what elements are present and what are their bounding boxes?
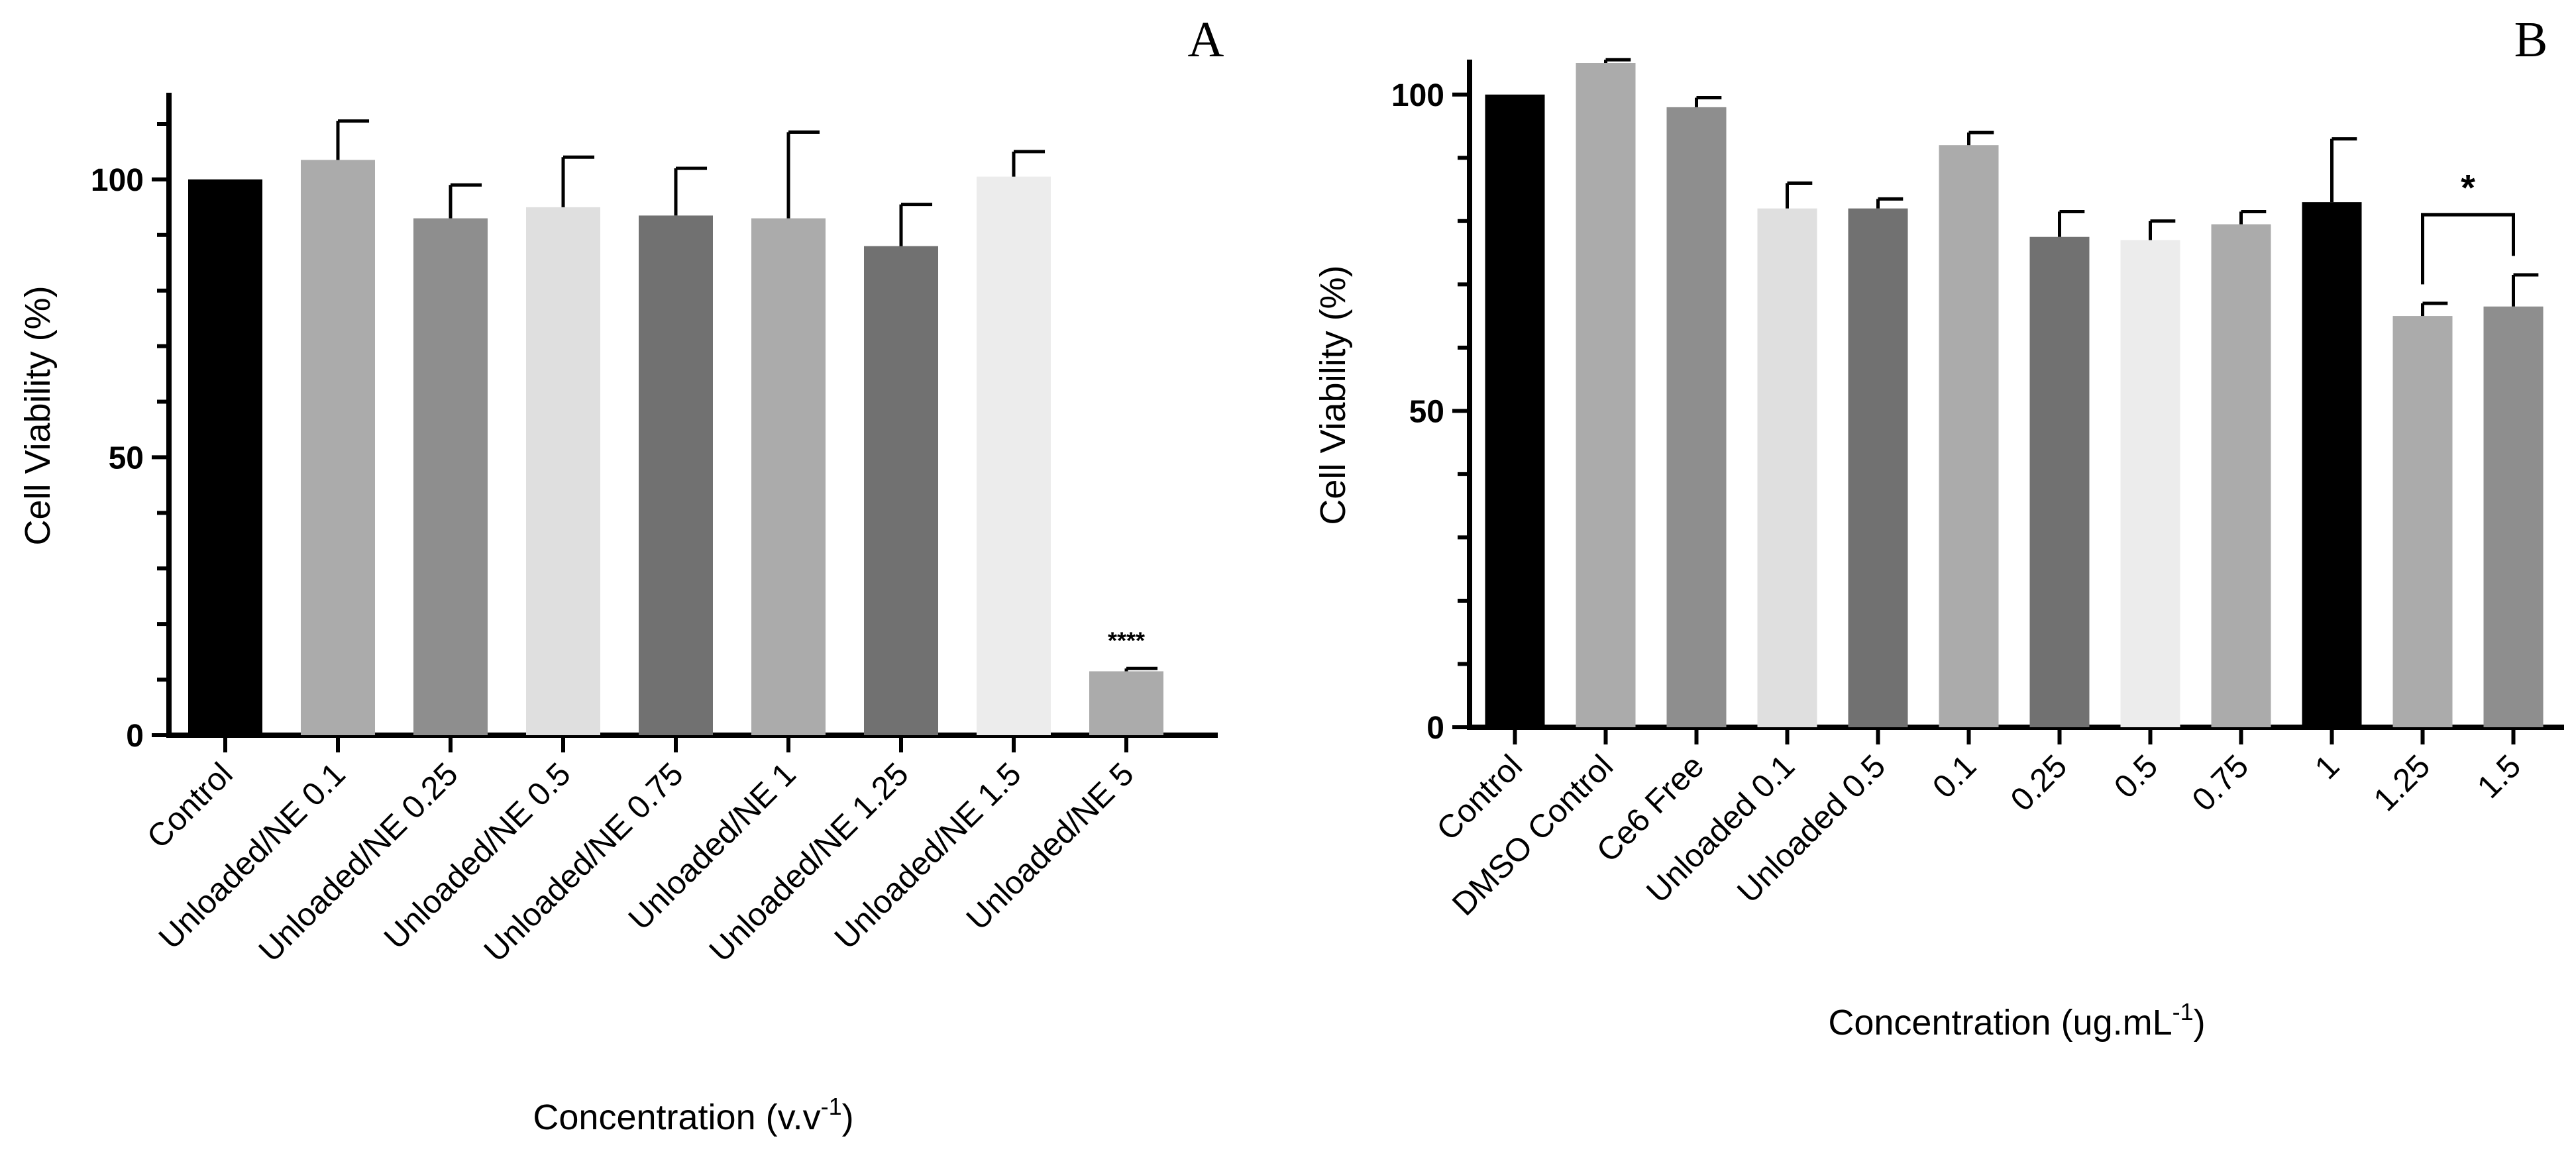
bar	[751, 218, 826, 735]
y-tick-label: 0	[126, 719, 144, 754]
bar	[2302, 202, 2362, 728]
category-label: 1.25	[2367, 748, 2438, 819]
x-axis-title-main: Concentration (v.v	[533, 1097, 820, 1137]
bar	[1089, 671, 1163, 735]
category-label: Unloaded/NE 0.1	[152, 756, 352, 956]
bar	[1848, 208, 1908, 727]
significance-bracket	[2421, 213, 2515, 285]
x-axis-title: Concentration (ug.mL-1)	[1828, 998, 2205, 1043]
category-label: 1.5	[2471, 748, 2528, 805]
category-label: 0.1	[1926, 748, 1983, 805]
bar	[188, 179, 262, 735]
category-label: Unloaded/NE 0.75	[477, 756, 690, 969]
bar	[1939, 145, 1999, 727]
y-tick-label: 50	[1409, 394, 1444, 429]
y-axis-title: Cell Viability (%)	[1313, 265, 1353, 525]
bar	[2120, 240, 2180, 727]
category-label: Unloaded/NE 0.25	[252, 756, 464, 969]
bar	[2483, 306, 2544, 727]
category-label: 0.5	[2108, 748, 2165, 805]
bar	[1666, 107, 1727, 727]
bar	[2211, 224, 2271, 728]
bar	[864, 246, 938, 736]
category-label: 1	[2308, 748, 2346, 786]
x-axis-title-superscript: -1	[2173, 998, 2194, 1025]
x-axis-title-main: Concentration (ug.mL	[1828, 1003, 2172, 1043]
x-axis-title-superscript: -1	[821, 1093, 842, 1120]
y-tick-label: 50	[109, 440, 144, 476]
panel-letter: B	[2514, 12, 2548, 68]
category-label: Unloaded/NE 1.5	[828, 756, 1028, 956]
significance-label: *	[2461, 166, 2475, 208]
bar	[526, 207, 600, 736]
x-axis-title-end: )	[842, 1097, 854, 1137]
bar	[413, 218, 488, 735]
bar	[639, 215, 713, 735]
bar	[301, 160, 375, 735]
bar	[1576, 63, 1636, 727]
panel-letter: A	[1188, 12, 1224, 68]
category-label: DMSO Control	[1446, 748, 1620, 923]
category-label: Unloaded/NE 1.25	[702, 756, 915, 969]
bar	[977, 176, 1051, 735]
bar	[2029, 236, 2090, 727]
bar	[2392, 316, 2453, 728]
y-tick-label: 100	[91, 163, 144, 198]
category-label: Unloaded/NE 0.5	[378, 756, 578, 956]
bar	[1757, 208, 1817, 727]
x-axis-title-end: )	[2194, 1003, 2206, 1043]
category-label: 0.25	[2004, 748, 2074, 819]
y-tick-label: 100	[1391, 78, 1444, 113]
category-label: 0.75	[2186, 748, 2256, 819]
x-axis-title: Concentration (v.v-1)	[533, 1093, 853, 1137]
y-tick-label: 0	[1426, 711, 1444, 746]
y-axis-title: Cell Viability (%)	[18, 285, 58, 545]
bar	[1485, 94, 1545, 727]
significance-label: ****	[1108, 627, 1145, 654]
category-label: Control	[140, 756, 240, 856]
